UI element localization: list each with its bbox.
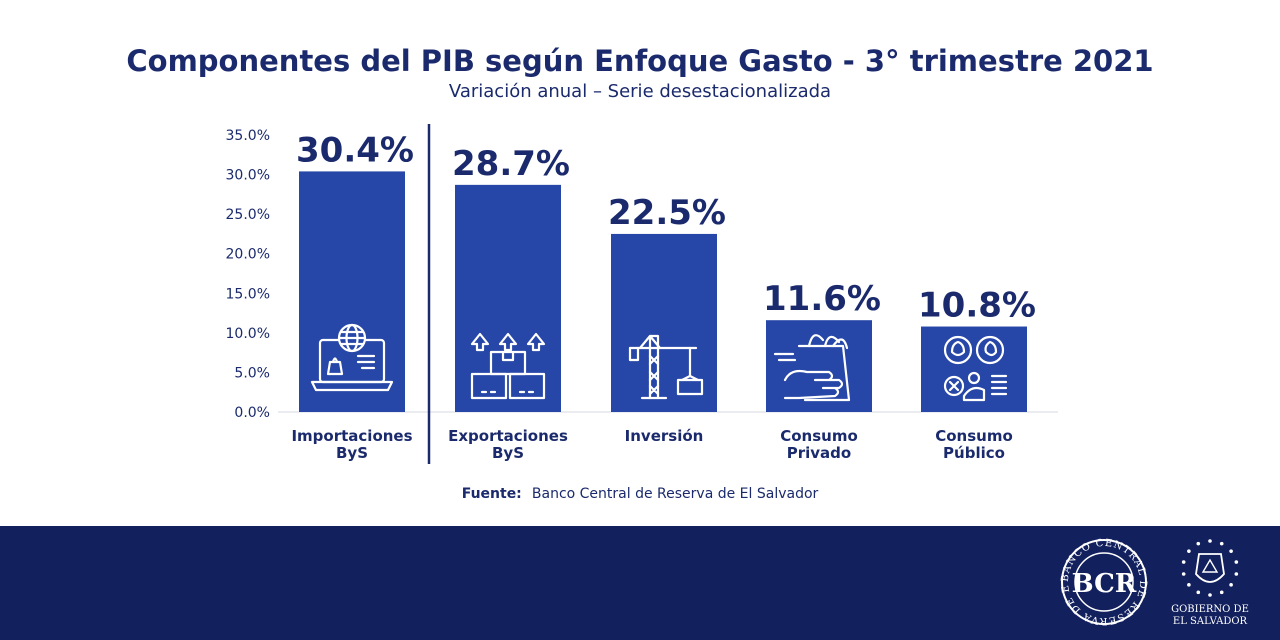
- chart-subtitle: Variación anual – Serie desestacionaliza…: [449, 81, 831, 102]
- data-label: 11.6%: [763, 279, 881, 319]
- y-axis: 0.0% 5.0% 10.0% 15.0% 20.0% 25.0% 30.0% 35.0%: [226, 128, 270, 421]
- x-tick-label: Consumo: [780, 427, 858, 445]
- y-tick-label: 15.0%: [226, 286, 270, 302]
- x-tick-label: Exportaciones: [448, 427, 568, 445]
- source-note: Fuente: Banco Central de Reserva de El S…: [462, 483, 819, 502]
- people-icon: [943, 335, 1008, 402]
- y-tick-label: 0.0%: [234, 405, 270, 421]
- y-tick-label: 30.0%: [226, 168, 270, 184]
- category-labels: ImportacionesBySExportacionesBySInversió…: [291, 427, 1012, 462]
- bar-icons: [310, 323, 1008, 402]
- x-tick-label: Consumo: [935, 427, 1013, 445]
- gov-logo-line1: GOBIERNO DE: [1171, 604, 1249, 615]
- grocery-hand-icon: [773, 334, 851, 402]
- coat-of-arms-icon: [1195, 553, 1225, 583]
- bar: [921, 326, 1027, 412]
- y-tick-label: 35.0%: [226, 128, 270, 144]
- data-label: 28.7%: [452, 144, 570, 184]
- bar: [766, 320, 872, 412]
- x-tick-label: ByS: [492, 444, 524, 462]
- bars: [299, 171, 1027, 412]
- crane-icon: [628, 334, 704, 400]
- bar: [299, 171, 405, 412]
- laptop-globe-icon: [310, 323, 394, 392]
- data-label: 10.8%: [918, 286, 1036, 326]
- x-tick-label: Importaciones: [291, 427, 412, 445]
- x-tick-label: Público: [943, 444, 1005, 462]
- y-tick-label: 10.0%: [226, 326, 270, 342]
- value-labels: 30.4% 28.7% 22.5% 11.6% 10.8%: [296, 130, 1036, 325]
- y-tick-label: 5.0%: [234, 365, 270, 381]
- x-tick-label: ByS: [336, 444, 368, 462]
- bar: [611, 233, 717, 412]
- footer-band: [0, 526, 1280, 640]
- source-label: Fuente:: [462, 486, 522, 502]
- chart-title: Componentes del PIB según Enfoque Gasto …: [126, 44, 1153, 78]
- x-tick-label: Inversión: [625, 427, 704, 445]
- star-ring-icon: [1181, 539, 1239, 597]
- data-label: 22.5%: [608, 193, 726, 233]
- gov-logo-line2: EL SALVADOR: [1173, 616, 1248, 627]
- gobierno-logo: GOBIERNO DE EL SALVADOR: [1171, 539, 1249, 627]
- boxes-export-icon: [470, 332, 546, 400]
- x-tick-label: Privado: [787, 444, 851, 462]
- bcr-logo-mark: BCR: [1072, 569, 1137, 599]
- y-tick-label: 25.0%: [226, 207, 270, 223]
- source-text: Banco Central de Reserva de El Salvador: [532, 486, 819, 502]
- y-tick-label: 20.0%: [226, 247, 270, 263]
- data-label: 30.4%: [296, 130, 414, 170]
